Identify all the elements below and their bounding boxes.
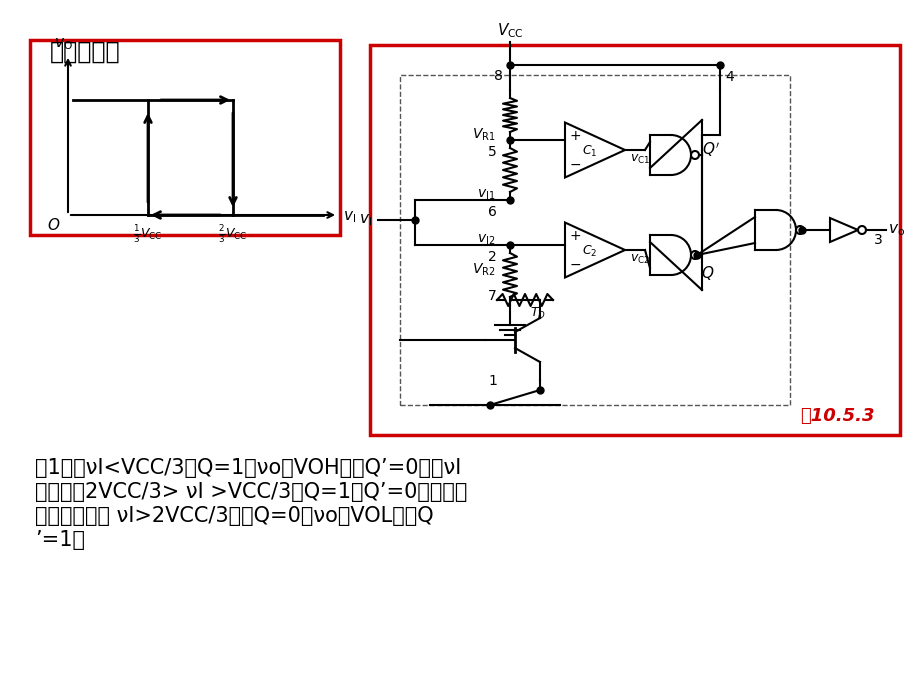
Text: $C_2$: $C_2$ [582, 244, 597, 259]
Text: $Q'$: $Q'$ [701, 141, 720, 159]
Text: $v_{\rm O}$: $v_{\rm O}$ [53, 37, 73, 52]
Text: 增加时，2VCC/3> νI >VCC/3，Q=1，Q’=0，触发器: 增加时，2VCC/3> νI >VCC/3，Q=1，Q’=0，触发器 [35, 482, 467, 502]
Text: $v_{\rm C1}$: $v_{\rm C1}$ [630, 153, 650, 166]
Text: （1）当νI<VCC/3，Q=1（νo＝VOH），Q’=0；当νI: （1）当νI<VCC/3，Q=1（νo＝VOH），Q’=0；当νI [35, 458, 460, 478]
Text: 图10.5.3: 图10.5.3 [800, 407, 874, 425]
Text: 1: 1 [488, 374, 496, 388]
Text: 5: 5 [488, 145, 496, 159]
Text: $\frac{2}{3}V_{\rm CC}$: $\frac{2}{3}V_{\rm CC}$ [218, 223, 247, 245]
Text: $v_{\rm I}$: $v_{\rm I}$ [358, 212, 371, 228]
Text: 4: 4 [724, 70, 733, 84]
Bar [369, 45, 899, 435]
Text: +: + [569, 129, 580, 143]
Text: $V_{\rm R2}$: $V_{\rm R2}$ [471, 262, 494, 278]
Text: 工作原理：: 工作原理： [50, 40, 120, 64]
Text: $T_D$: $T_D$ [529, 306, 545, 321]
Text: 保持原态；当 νI>2VCC/3时，Q=0（νo＝VOL），Q: 保持原态；当 νI>2VCC/3时，Q=0（νo＝VOL），Q [35, 506, 433, 526]
Text: $-$: $-$ [568, 157, 581, 171]
Text: +: + [569, 229, 580, 243]
Text: $v_{\rm I1}$: $v_{\rm I1}$ [476, 188, 494, 202]
Text: $-$: $-$ [568, 257, 581, 271]
Bar [30, 40, 340, 235]
Text: $Q$: $Q$ [700, 264, 714, 282]
Text: 7: 7 [488, 289, 496, 303]
Text: $v_{\rm I}$: $v_{\rm I}$ [343, 209, 356, 225]
Text: 6: 6 [488, 205, 496, 219]
Text: 2: 2 [488, 250, 496, 264]
Text: $O$: $O$ [47, 217, 60, 233]
Text: 8: 8 [494, 69, 503, 83]
Text: $V_{\rm R1}$: $V_{\rm R1}$ [471, 127, 494, 144]
Text: $\frac{1}{3}V_{\rm CC}$: $\frac{1}{3}V_{\rm CC}$ [133, 223, 163, 245]
Text: ’=1。: ’=1。 [35, 530, 85, 550]
Text: 3: 3 [873, 233, 881, 247]
Text: $v_{\rm o}$: $v_{\rm o}$ [887, 222, 904, 238]
Text: $v_{\rm C2}$: $v_{\rm C2}$ [630, 253, 650, 266]
Text: $V_{\rm CC}$: $V_{\rm CC}$ [496, 21, 523, 40]
Text: $C_1$: $C_1$ [582, 144, 597, 159]
Text: $v_{\rm I2}$: $v_{\rm I2}$ [476, 233, 494, 247]
Bar [400, 75, 789, 405]
